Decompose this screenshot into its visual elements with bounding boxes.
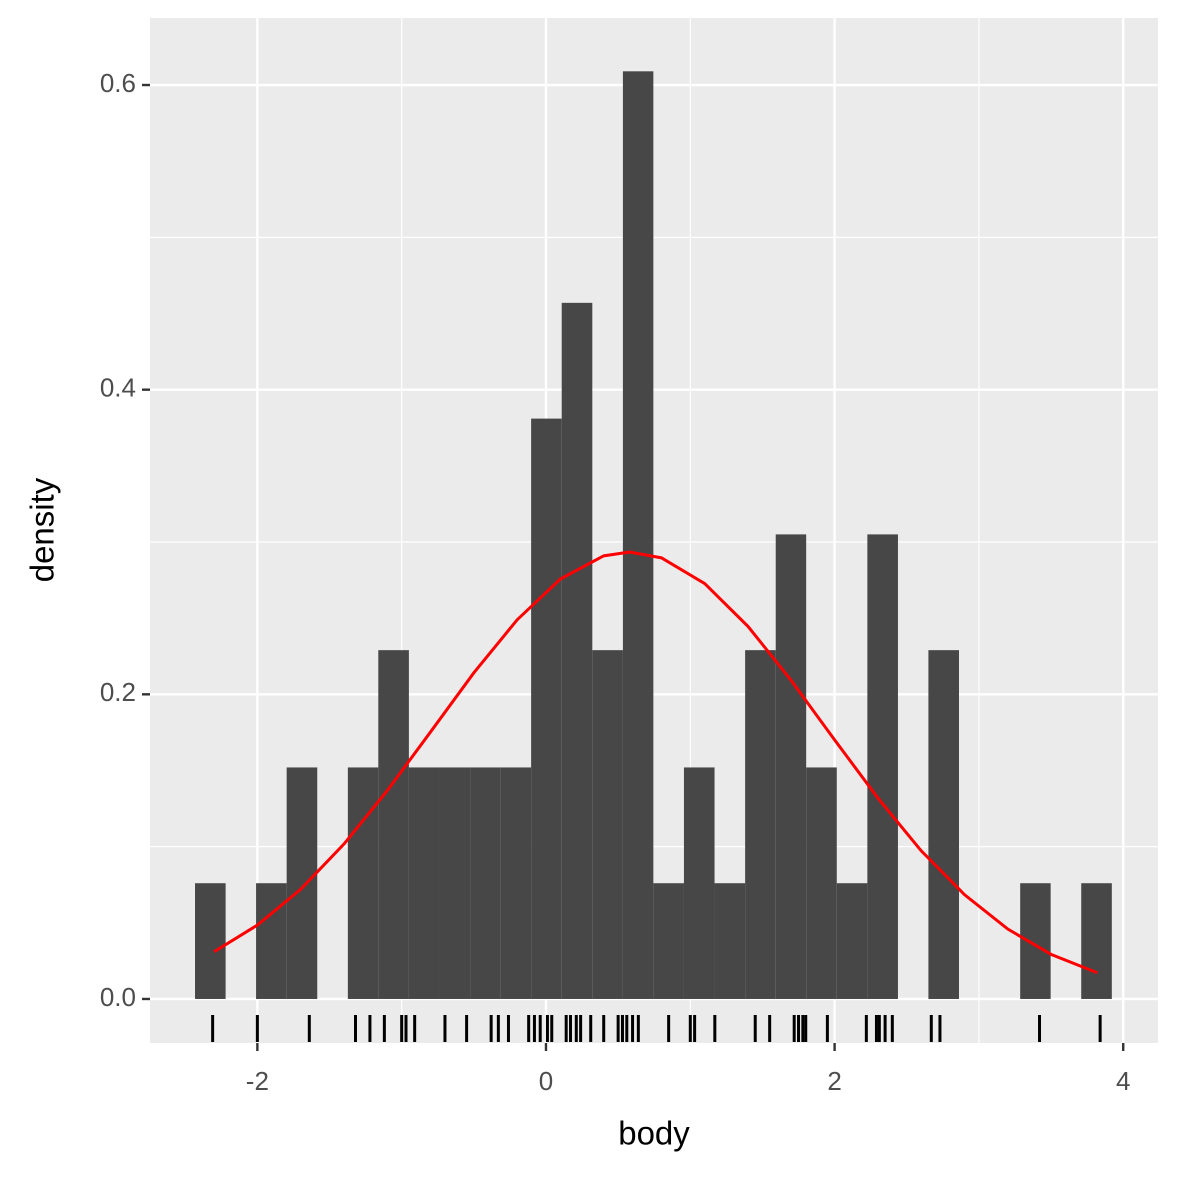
bar: [836, 883, 868, 999]
bar: [745, 650, 776, 999]
x-axis-title: body: [618, 1115, 690, 1152]
bar: [928, 650, 959, 999]
bar: [867, 534, 898, 999]
bar: [561, 302, 593, 999]
y-tick-label: 0.2: [100, 677, 136, 707]
bar: [622, 71, 654, 999]
x-tick-label: 0: [539, 1066, 553, 1096]
bar: [347, 767, 379, 999]
bar: [439, 767, 471, 999]
bar: [683, 767, 715, 999]
y-tick-label: 0.4: [100, 373, 136, 403]
bar: [1081, 883, 1112, 999]
y-tick-label: 0.0: [100, 982, 136, 1012]
bar: [775, 534, 807, 999]
bar: [592, 650, 623, 999]
bar: [378, 650, 409, 999]
x-tick-label: -2: [246, 1066, 269, 1096]
bar: [714, 883, 746, 999]
bar: [531, 418, 562, 999]
y-tick-label: 0.6: [100, 68, 136, 98]
bar: [408, 767, 440, 999]
bar: [806, 767, 837, 999]
bar: [653, 883, 684, 999]
bar: [1020, 883, 1051, 999]
axes: -2 0 2 4 0.0 0.2 0.4 0.6: [100, 68, 1131, 1096]
bar: [500, 767, 532, 999]
x-tick-label: 4: [1116, 1066, 1130, 1096]
x-tick-label: 2: [827, 1066, 841, 1096]
marks: [195, 71, 1112, 1042]
bar: [286, 767, 318, 999]
bar: [470, 767, 501, 999]
density-curve: [213, 550, 1098, 975]
y-axis-title: density: [24, 477, 61, 582]
bar: [195, 883, 226, 999]
bar: [256, 883, 287, 999]
